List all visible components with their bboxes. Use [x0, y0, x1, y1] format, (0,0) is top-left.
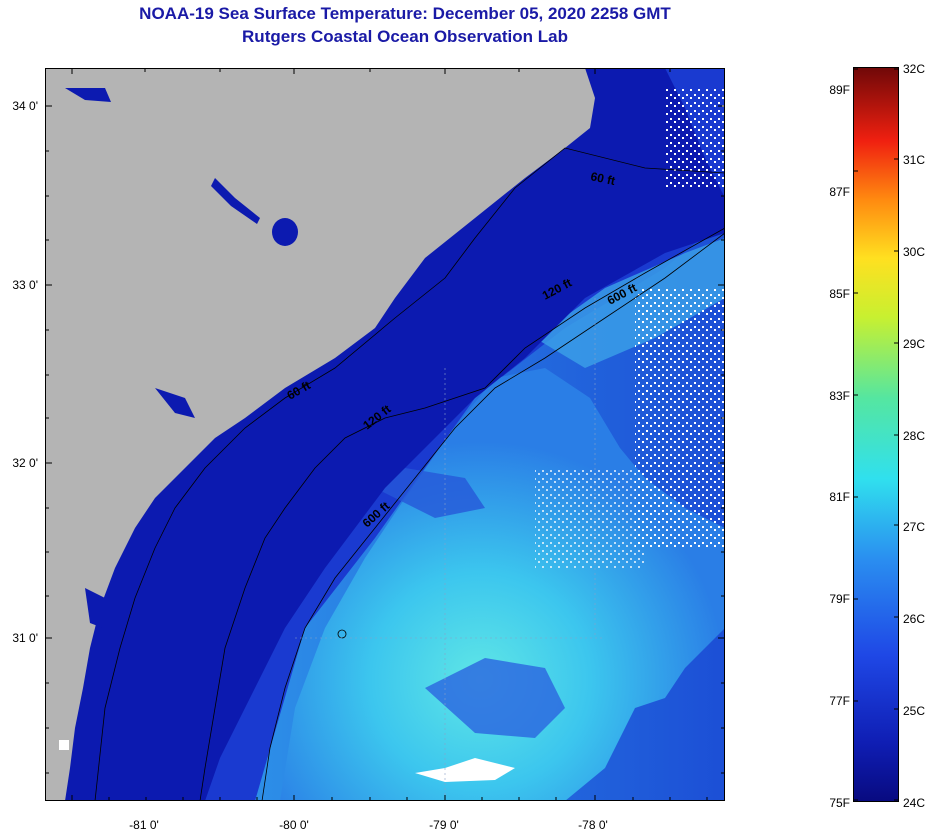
colorbar-c-label: 31C: [903, 153, 926, 167]
colorbar-c-label: 27C: [903, 520, 926, 534]
cloud-ne: [665, 88, 725, 188]
inland-river-south: [85, 588, 105, 628]
winyah-bay: [65, 88, 111, 102]
lon-label-79: -79 0': [429, 818, 459, 832]
lat-label-34: 34 0': [12, 99, 38, 113]
lat-label-33: 33 0': [12, 278, 38, 292]
colorbar-f-label: 75F: [829, 796, 850, 810]
lake-marion: [272, 218, 298, 246]
colorbar-c-label: 28C: [903, 429, 926, 443]
colorbar-c-label: 30C: [903, 245, 926, 259]
colorbar-f-label: 83F: [829, 389, 850, 403]
colorbar-c-label: 24C: [903, 796, 926, 810]
contour-120ft: [199, 227, 725, 801]
cool-patch-upper: [375, 468, 485, 518]
tick-marks: [45, 68, 725, 801]
colorbar-c-label: 26C: [903, 612, 926, 626]
map-title: NOAA-19 Sea Surface Temperature: Decembe…: [139, 4, 671, 23]
colorbar-f-label: 87F: [829, 185, 850, 199]
contour-600ft: [261, 232, 725, 801]
lon-label-81: -81 0': [129, 818, 159, 832]
cool-patch: [425, 658, 565, 738]
colorbar-f-label: 77F: [829, 694, 850, 708]
lat-label-32: 32 0': [12, 456, 38, 470]
map-subtitle: Rutgers Coastal Ocean Observation Lab: [242, 27, 568, 46]
colorbar-c-label: 32C: [903, 62, 926, 76]
lon-label-78: -78 0': [578, 818, 608, 832]
colorbar-c-label: 29C: [903, 337, 926, 351]
colorbar-f-label: 79F: [829, 592, 850, 606]
colorbar-f-label: 85F: [829, 287, 850, 301]
cloud-south: [415, 758, 515, 782]
cloud-mid: [535, 468, 645, 568]
colorbar-f-label: 81F: [829, 490, 850, 504]
colorbar-c-label: 25C: [903, 704, 926, 718]
contour-label: 60 ft: [589, 169, 616, 188]
lat-label-31: 31 0': [12, 631, 38, 645]
river: [211, 178, 260, 224]
estuary: [155, 388, 195, 418]
cloud-east: [635, 288, 725, 548]
sst-map: 60 ft 120 ft 600 ft 60 ft 120 ft 600 ft: [45, 68, 725, 801]
map-frame: [45, 68, 725, 801]
contour-60ft: [94, 147, 725, 801]
temperature-colorbar: [853, 67, 899, 802]
land: [45, 68, 595, 801]
cloud-southwest: [59, 740, 69, 750]
ne-filament: [535, 238, 725, 368]
lon-label-80: -80 0': [279, 818, 309, 832]
colorbar-f-label: 89F: [829, 83, 850, 97]
